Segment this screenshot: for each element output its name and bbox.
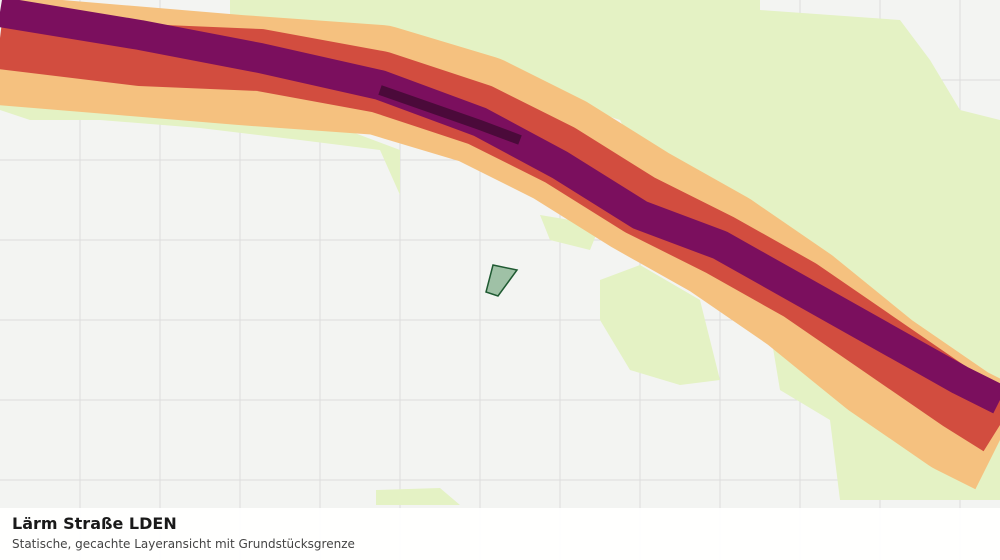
layer-subtitle: Statische, gecachte Layeransicht mit Gru… (12, 537, 355, 551)
parcel-boundary (485, 264, 519, 297)
layer-title: Lärm Straße LDEN (12, 514, 177, 533)
noise-bands (0, 0, 1000, 490)
info-panel: Lärm Straße LDEN Statische, gecachte Lay… (0, 508, 1000, 560)
